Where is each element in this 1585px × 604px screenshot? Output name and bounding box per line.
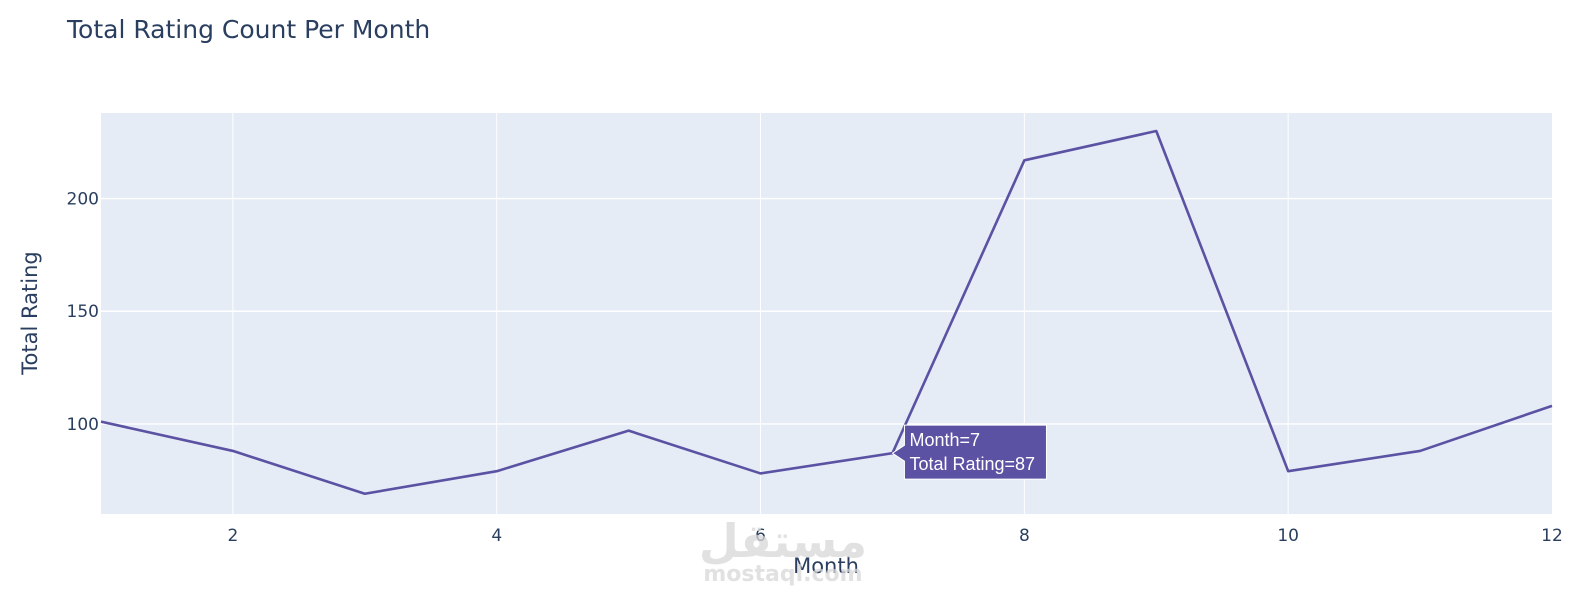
data-point[interactable] bbox=[1546, 400, 1558, 412]
plot-area bbox=[101, 113, 1552, 514]
chart-title: Total Rating Count Per Month bbox=[66, 15, 430, 44]
data-point[interactable] bbox=[755, 467, 767, 479]
x-tick-label: 2 bbox=[227, 526, 238, 546]
x-tick-label: 8 bbox=[1019, 526, 1030, 546]
x-tick-label: 12 bbox=[1541, 526, 1563, 546]
x-axis-ticks: 2 4 6 8 10 12 bbox=[227, 526, 1562, 546]
data-point[interactable] bbox=[227, 445, 239, 457]
tooltip-line-2: Total Rating=87 bbox=[909, 454, 1035, 474]
y-tick-label: 200 bbox=[67, 190, 99, 210]
data-point[interactable] bbox=[1150, 125, 1162, 137]
y-tick-label: 150 bbox=[67, 302, 99, 322]
data-point[interactable] bbox=[1018, 154, 1030, 166]
data-point[interactable] bbox=[95, 416, 107, 428]
gridlines bbox=[101, 113, 1552, 514]
hover-tooltip: Month=7 Total Rating=87 bbox=[891, 424, 1047, 480]
y-axis-title: Total Rating bbox=[18, 251, 42, 375]
watermark: مستقل mostaql.com bbox=[699, 514, 867, 587]
x-tick-label: 4 bbox=[491, 526, 502, 546]
data-point[interactable] bbox=[491, 465, 503, 477]
series-line[interactable] bbox=[100, 129, 1553, 496]
x-tick-label: 10 bbox=[1277, 526, 1299, 546]
x-axis-title: Month bbox=[793, 554, 859, 578]
x-tick-label: 6 bbox=[755, 526, 766, 546]
tooltip-box bbox=[891, 424, 1047, 480]
data-point[interactable] bbox=[1414, 445, 1426, 457]
watermark-latin: mostaql.com bbox=[703, 562, 862, 587]
watermark-arabic: مستقل bbox=[699, 514, 867, 568]
data-point[interactable] bbox=[623, 425, 635, 437]
data-point[interactable] bbox=[1282, 465, 1294, 477]
y-tick-label: 100 bbox=[67, 415, 99, 435]
data-point[interactable] bbox=[359, 488, 371, 500]
y-axis-ticks: 100 150 200 bbox=[67, 190, 99, 435]
tooltip-line-1: Month=7 bbox=[909, 430, 980, 450]
